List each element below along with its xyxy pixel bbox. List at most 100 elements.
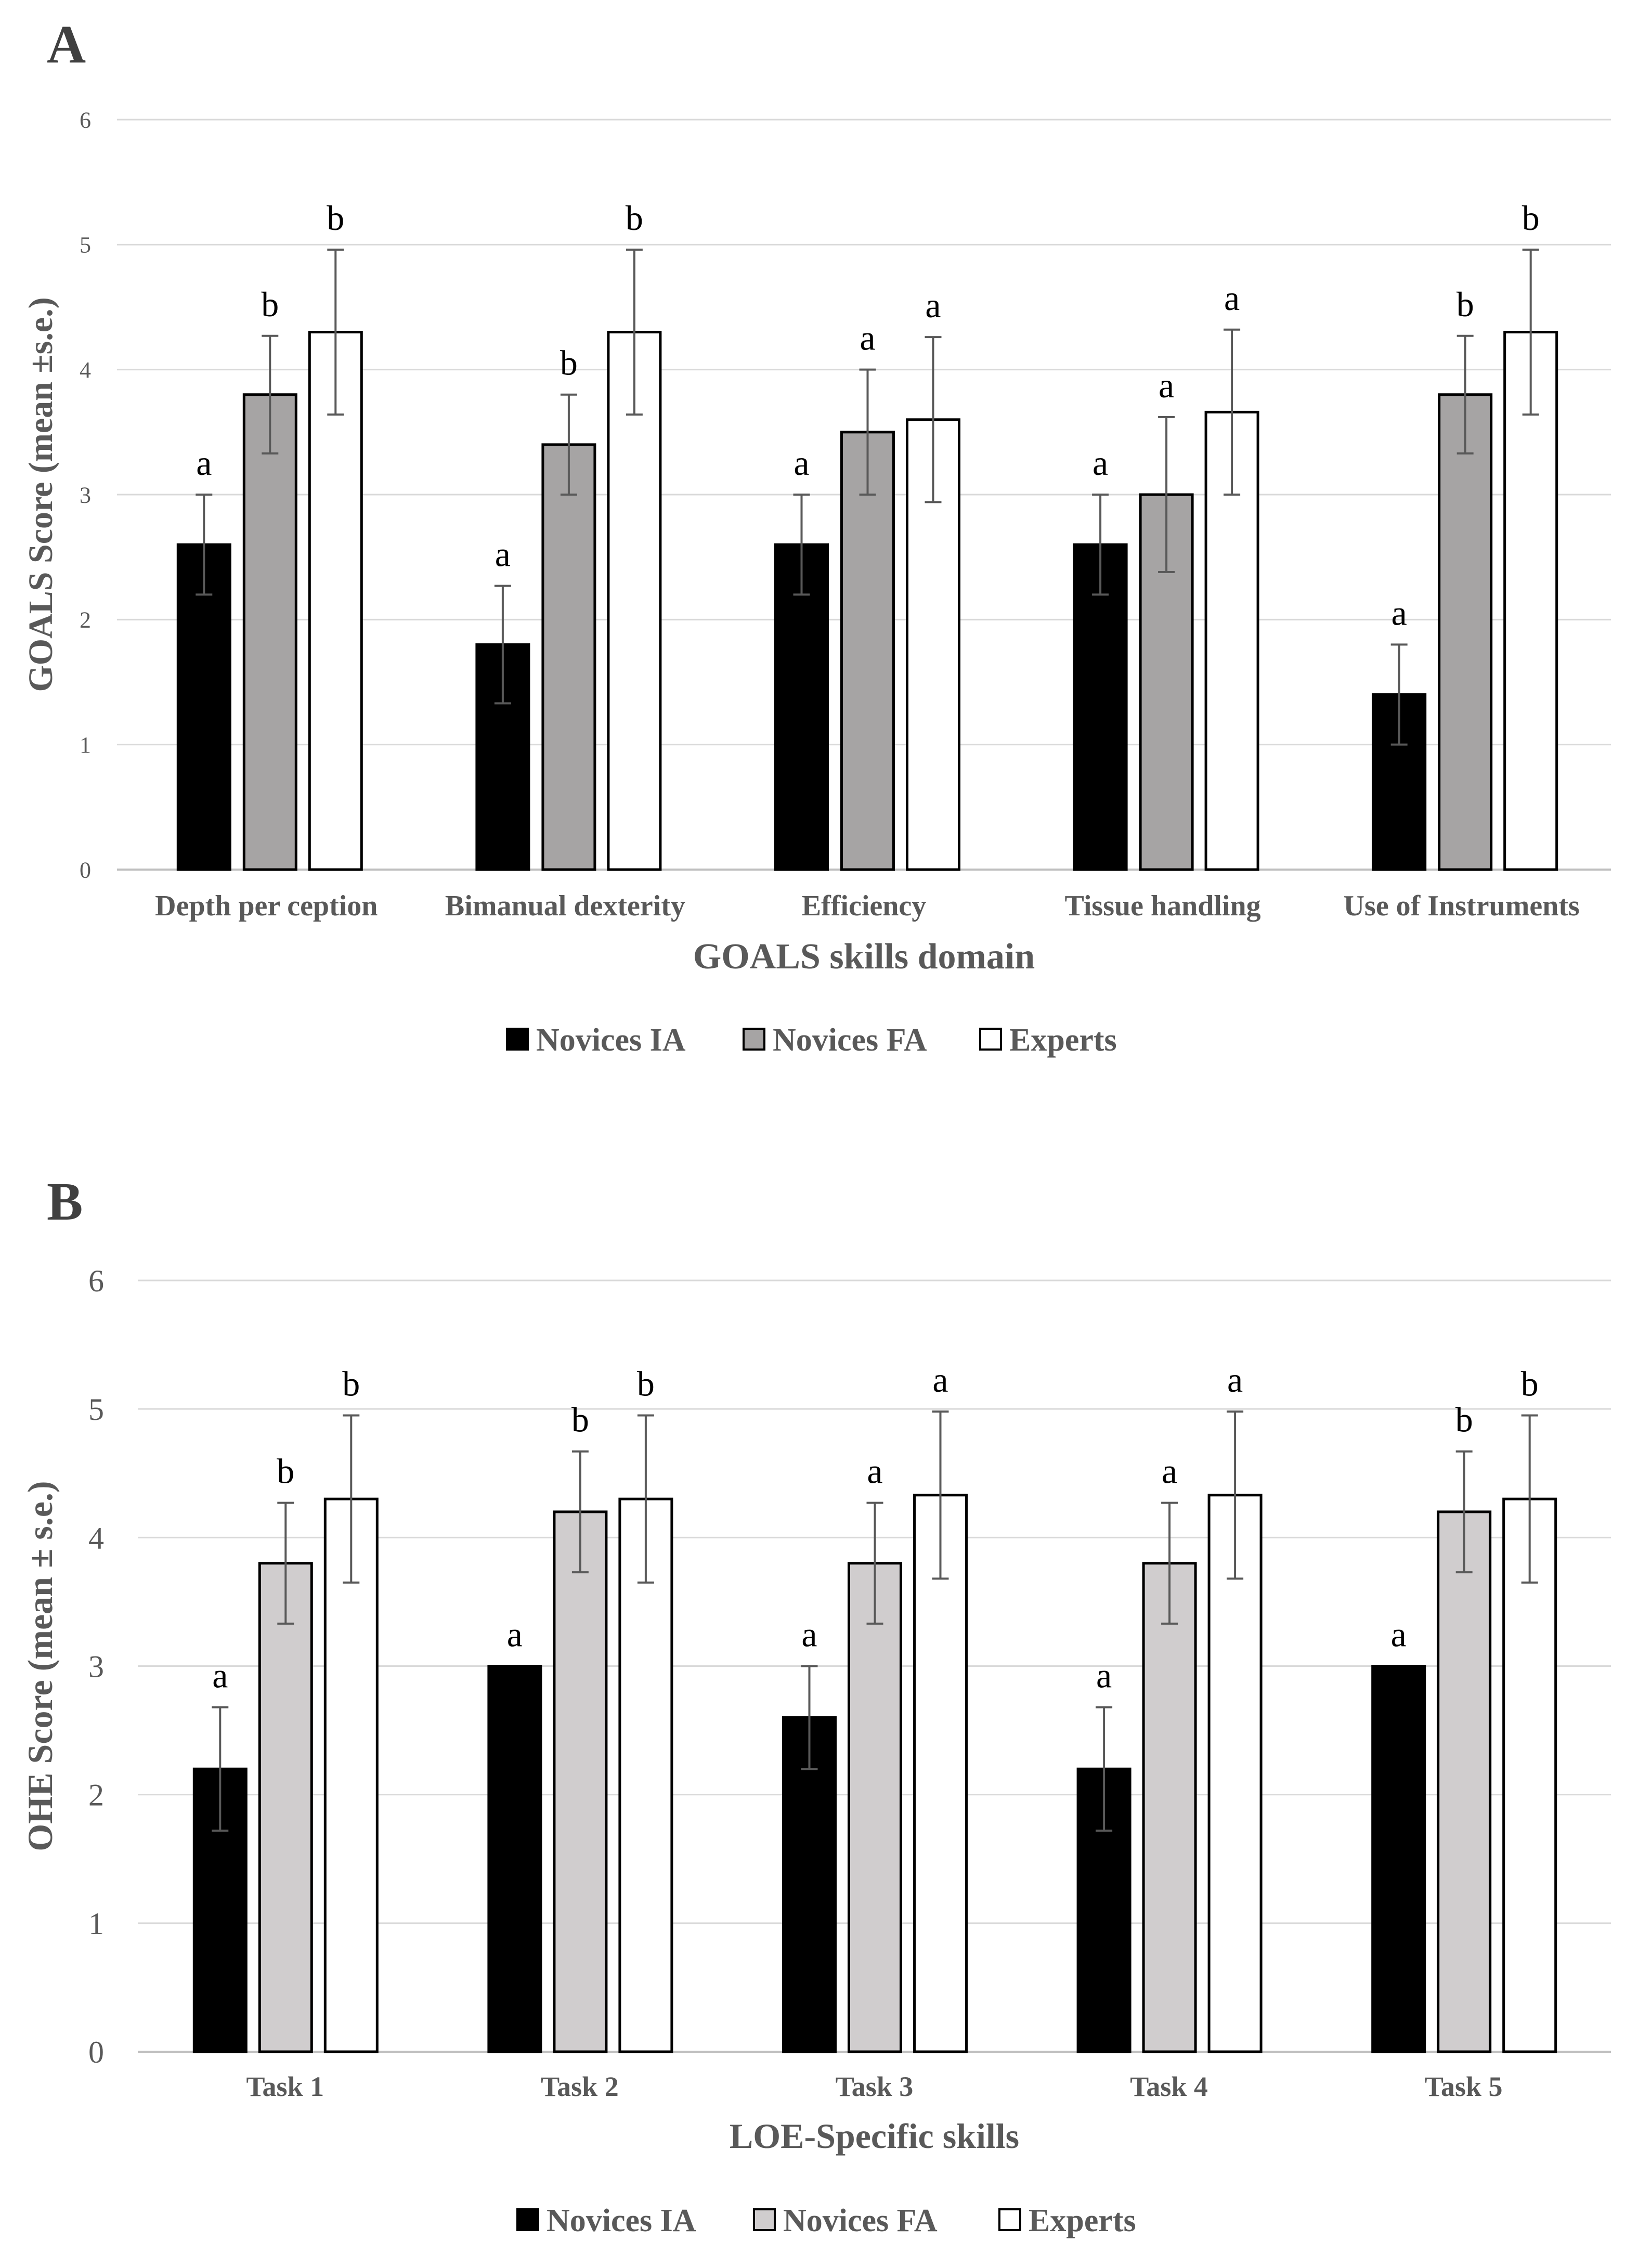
- bar-novices-fa: [840, 431, 895, 871]
- bar-experts: [1502, 1497, 1557, 2053]
- bar-experts: [913, 1494, 968, 2053]
- y-tick-label: 2: [88, 1778, 104, 1812]
- x-tick-label: Efficiency: [802, 890, 926, 922]
- bar-novices-ia: [192, 1767, 248, 2053]
- bar-novices-ia: [475, 643, 530, 871]
- significance-letter: a: [1227, 1360, 1243, 1400]
- bar-novices-fa: [848, 1562, 902, 2053]
- significance-letter: a: [196, 443, 212, 483]
- significance-letter: a: [212, 1656, 228, 1695]
- bar-novices-ia: [176, 543, 231, 871]
- y-tick-label: 5: [80, 232, 91, 258]
- legend-label: Experts: [1009, 1022, 1117, 1058]
- bar-experts: [308, 331, 363, 871]
- legend-swatch: [753, 2208, 776, 2231]
- bar-experts: [1207, 1494, 1263, 2053]
- bar-novices-fa: [1437, 1510, 1492, 2053]
- significance-letter: b: [327, 198, 344, 238]
- legend-swatch: [743, 1028, 765, 1051]
- significance-letter: b: [626, 198, 643, 238]
- significance-letter: b: [1521, 1364, 1539, 1404]
- chart-panel-a: A 0 1 2 3 4 5 6 Depth per ception a b b Bimanual dex…: [22, 15, 1611, 1058]
- significance-letter: a: [801, 1615, 817, 1654]
- x-tick-label: Task 2: [541, 2071, 619, 2102]
- significance-letter: b: [1456, 284, 1474, 324]
- bar-experts: [323, 1497, 379, 2053]
- x-tick-label: Task 1: [246, 2071, 324, 2102]
- significance-letter: a: [932, 1360, 948, 1400]
- x-tick-label: Task 3: [836, 2071, 914, 2102]
- bar-novices-fa: [242, 393, 297, 871]
- bar-novices-fa: [1438, 393, 1493, 871]
- legend: Novices IA Novices FA Experts: [506, 1022, 1117, 1058]
- bar-novices-fa: [258, 1562, 313, 2053]
- y-tick-label: 4: [80, 357, 91, 383]
- legend-label: Novices IA: [536, 1022, 686, 1058]
- significance-letter: a: [794, 443, 809, 483]
- bar-novices-ia: [487, 1665, 542, 2053]
- significance-letter: a: [1162, 1452, 1177, 1491]
- significance-letter: a: [925, 286, 941, 325]
- bar-novices-ia: [1371, 1665, 1426, 2053]
- y-tick-label: 2: [80, 607, 91, 633]
- significance-letter: a: [1224, 278, 1240, 318]
- bar-novices-ia: [774, 543, 829, 871]
- significance-letter: a: [507, 1615, 523, 1654]
- x-axis-title: LOE-Specific skills: [730, 2116, 1019, 2156]
- chart-panel-b: B 0 1 2 3 4 5 6 Task 1 a b b Task 2 a b b Task 3 a a a Task …: [20, 1172, 1611, 2238]
- significance-letter: a: [1096, 1656, 1112, 1695]
- bar-experts: [618, 1497, 673, 2053]
- significance-letter: a: [1092, 443, 1108, 483]
- y-tick-label: 0: [80, 857, 91, 883]
- y-tick-label: 5: [88, 1392, 104, 1427]
- x-tick-label: Task 5: [1425, 2071, 1503, 2102]
- y-tick-label: 4: [88, 1521, 104, 1555]
- bar-novices-fa: [1142, 1562, 1197, 2053]
- y-tick-label: 3: [80, 482, 91, 508]
- y-tick-label: 1: [88, 1907, 104, 1941]
- bar-experts: [1204, 410, 1259, 871]
- significance-letter: a: [495, 534, 511, 574]
- x-tick-label: Depth per ception: [155, 890, 378, 922]
- legend-swatch: [998, 2208, 1021, 2231]
- significance-letter: b: [1522, 198, 1540, 238]
- significance-letter: a: [860, 318, 875, 358]
- bar-novices-ia: [1073, 543, 1128, 871]
- legend-label: Novices IA: [547, 2203, 696, 2238]
- legend-label: Novices FA: [783, 2203, 938, 2238]
- legend-label: Experts: [1029, 2203, 1136, 2238]
- y-tick-label: 1: [80, 732, 91, 758]
- panel-label: B: [47, 1172, 83, 1232]
- panel-label: A: [47, 15, 86, 74]
- y-tick-label: 0: [88, 2035, 104, 2069]
- y-tick-label: 6: [88, 1264, 104, 1298]
- legend: Novices IA Novices FA Experts: [516, 2203, 1136, 2238]
- significance-letter: a: [1159, 366, 1174, 405]
- bar-novices-fa: [541, 443, 596, 871]
- y-axis-title: OHE Score (mean ± s.e.): [20, 1481, 60, 1851]
- legend-swatch: [979, 1028, 1002, 1051]
- y-axis-title: GOALS Score (mean ±s.e.): [22, 297, 60, 692]
- x-tick-label: Tissue handling: [1065, 890, 1261, 922]
- x-axis-title: GOALS skills domain: [693, 937, 1035, 977]
- significance-letter: b: [637, 1364, 655, 1404]
- legend-swatch: [506, 1028, 529, 1051]
- legend-swatch: [516, 2208, 539, 2231]
- y-tick-label: 6: [80, 107, 91, 133]
- x-tick-label: Bimanual dexterity: [445, 890, 685, 922]
- bar-novices-fa: [553, 1510, 608, 2053]
- significance-letter: a: [1391, 593, 1407, 632]
- significance-letter: b: [261, 284, 279, 324]
- significance-letter: b: [571, 1400, 589, 1440]
- x-tick-label: Use of Instruments: [1344, 890, 1580, 922]
- significance-letter: b: [277, 1452, 294, 1491]
- significance-letter: a: [1391, 1615, 1407, 1654]
- significance-letter: b: [560, 343, 578, 383]
- y-tick-label: 3: [88, 1650, 104, 1684]
- x-tick-label: Task 4: [1130, 2071, 1208, 2102]
- significance-letter: a: [867, 1452, 882, 1491]
- significance-letter: b: [342, 1364, 360, 1404]
- legend-label: Novices FA: [773, 1022, 927, 1058]
- significance-letter: b: [1455, 1400, 1473, 1440]
